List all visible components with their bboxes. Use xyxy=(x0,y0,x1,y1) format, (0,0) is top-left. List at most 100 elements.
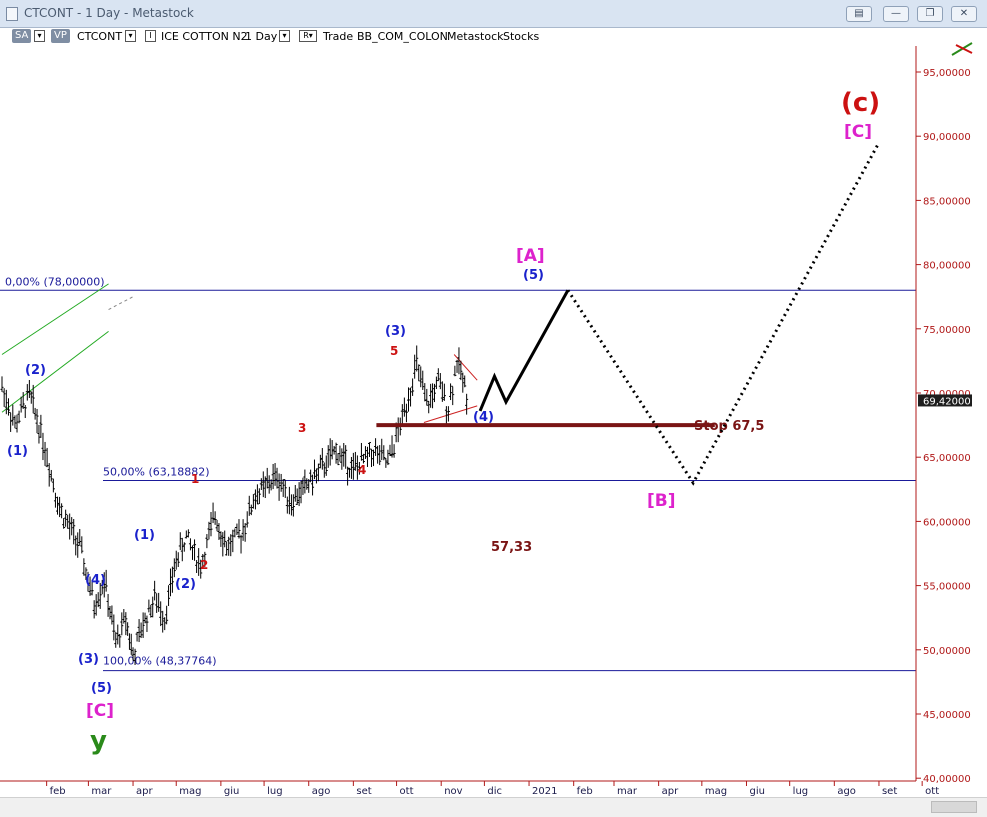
source-label: Metastock xyxy=(447,30,504,43)
x-tick-label: feb xyxy=(50,786,66,797)
x-axis: feb mar apr mag giu lug ago set ott nov dic 2021 feb… xyxy=(46,781,939,797)
sa-button[interactable]: SA xyxy=(12,29,32,43)
last-price-marker xyxy=(918,394,972,407)
price-bars xyxy=(0,345,469,665)
instrument-name: ICE COTTON N2 xyxy=(161,30,248,43)
wave-label-blue-5: (5) xyxy=(91,681,112,696)
x-tick-label: mar xyxy=(617,786,638,797)
wave-label-red-1: 1 xyxy=(191,472,199,486)
x-tick-label: giu xyxy=(749,786,764,797)
wave-label-blue-1b: (1) xyxy=(134,528,155,543)
wave-label-a: [A] xyxy=(516,246,545,266)
wave-label-blue-3: (3) xyxy=(78,652,99,667)
x-tick-label: mag xyxy=(179,786,201,797)
template-label: BB_COM_COLON xyxy=(357,30,448,43)
x-tick-label: apr xyxy=(662,786,679,797)
x-tick-label: mag xyxy=(705,786,727,797)
y-tick-label: 40,00000 xyxy=(923,774,971,785)
y-tick-label: 95,00000 xyxy=(923,68,971,79)
wave-label-blue-1: (1) xyxy=(7,444,28,459)
app-icon xyxy=(6,7,18,21)
x-tick-label: dic xyxy=(487,786,502,797)
projection-dotted-path xyxy=(566,141,881,486)
period-label: 1 Day xyxy=(245,30,278,43)
x-tick-label: lug xyxy=(793,786,808,797)
y-tick-label: 55,00000 xyxy=(923,582,971,593)
period-dropdown-icon[interactable]: ▾ xyxy=(279,30,290,42)
fib-levels: 0,00% (78,00000) 50,00% (63,18882) 100,0… xyxy=(0,275,916,672)
wave-label-c-high: [C] xyxy=(844,122,872,142)
x-tick-label: giu xyxy=(224,786,239,797)
x-tick-label: nov xyxy=(444,786,462,797)
drawing-tool-icon[interactable] xyxy=(951,42,973,56)
trendline xyxy=(108,296,134,310)
trendline xyxy=(1,283,109,355)
x-tick-label: ago xyxy=(312,786,331,797)
trendline xyxy=(423,405,478,424)
wave-label-red-2: 2 xyxy=(200,558,208,572)
wave-label-blue-4: (4) xyxy=(85,573,106,588)
r-label: R xyxy=(303,31,309,40)
x-tick-label: ott xyxy=(925,786,939,797)
last-price-label: 69,42000 xyxy=(923,396,971,407)
wave-labels: (2) (1) (3) (4) (5) [C] y (1) (2) 1 2 3 … xyxy=(7,88,880,756)
horizontal-scrollbar[interactable] xyxy=(0,797,987,817)
maximize-button[interactable]: ❐ xyxy=(917,6,943,22)
wave-label-blue-5b: (5) xyxy=(523,268,544,283)
y-tick-label: 90,00000 xyxy=(923,132,971,143)
wave-label-b: [B] xyxy=(647,491,676,511)
wave-label-blue-2b: (2) xyxy=(175,577,196,592)
wave-label-blue-3b: (3) xyxy=(385,324,406,339)
x-tick-label: apr xyxy=(136,786,153,797)
wave-label-y: y xyxy=(90,726,107,756)
y-tick-label: 60,00000 xyxy=(923,517,971,528)
trendline xyxy=(453,354,478,381)
stop-label: Stop 67,5 xyxy=(694,419,764,434)
trade-label[interactable]: Trade xyxy=(323,30,354,43)
symbol-label: CTCONT xyxy=(77,30,123,43)
price-chart[interactable]: 0,00% (78,00000) 50,00% (63,18882) 100,0… xyxy=(0,0,987,797)
fib-label-50: 50,00% (63,18882) xyxy=(103,465,210,478)
x-tick-label: feb xyxy=(577,786,593,797)
x-tick-label: set xyxy=(882,786,897,797)
wave-label-red-4: 4 xyxy=(358,463,366,477)
target-label: 57,33 xyxy=(491,540,532,555)
y-tick-label: 45,00000 xyxy=(923,710,971,721)
y-tick-label: 80,00000 xyxy=(923,261,971,272)
trendline xyxy=(1,330,109,413)
y-tick-label: 75,00000 xyxy=(923,325,971,336)
x-tick-label: lug xyxy=(267,786,282,797)
wave-label-blue-4b: (4) xyxy=(473,410,494,425)
fib-label-0: 0,00% (78,00000) xyxy=(5,275,105,288)
fib-label-100: 100,00% (48,37764) xyxy=(103,655,217,668)
projection-solid-path xyxy=(478,289,570,412)
vp-button[interactable]: VP xyxy=(51,29,70,43)
r-dropdown[interactable]: R▾ xyxy=(299,30,317,42)
symbol-dropdown-icon[interactable]: ▾ xyxy=(125,30,136,42)
type-label: Stocks xyxy=(503,30,540,43)
window-title: CTCONT - 1 Day - Metastock xyxy=(24,6,194,20)
x-tick-label: ago xyxy=(837,786,856,797)
y-tick-label: 85,00000 xyxy=(923,196,971,207)
wave-label-blue-2: (2) xyxy=(25,363,46,378)
wave-label-red-5: 5 xyxy=(390,344,398,358)
chart-toolbar: SA ▾ VP CTCONT ▾ I ICE COTTON N2 1 Day ▾… xyxy=(0,28,987,46)
wave-label-red-3: 3 xyxy=(298,421,306,435)
restore-layout-button[interactable]: ▤ xyxy=(846,6,872,22)
instrument-info-icon[interactable]: I xyxy=(145,30,156,42)
chart-background xyxy=(0,46,987,797)
title-bar: CTCONT - 1 Day - Metastock ▤ — ❐ ✕ xyxy=(0,0,987,28)
x-tick-label: 2021 xyxy=(532,786,557,797)
x-tick-label: ott xyxy=(400,786,414,797)
y-tick-label: 65,00000 xyxy=(923,453,971,464)
scrollbar-thumb[interactable] xyxy=(931,801,977,813)
wave-label-c-low: [C] xyxy=(86,701,114,721)
trendlines xyxy=(1,283,478,424)
sa-dropdown-icon[interactable]: ▾ xyxy=(34,30,45,42)
close-button[interactable]: ✕ xyxy=(951,6,977,22)
x-tick-label: set xyxy=(356,786,371,797)
x-tick-label: mar xyxy=(91,786,112,797)
minimize-button[interactable]: — xyxy=(883,6,909,22)
y-tick-label: 50,00000 xyxy=(923,646,971,657)
wave-label-c-major: (c) xyxy=(841,88,880,118)
